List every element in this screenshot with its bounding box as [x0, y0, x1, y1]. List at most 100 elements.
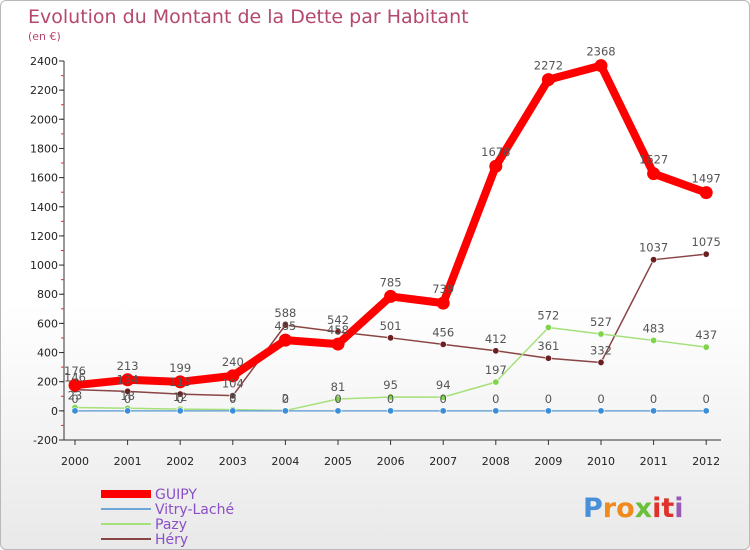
axes: -200020040060080010001200140016001800200… [30, 55, 721, 468]
data-label-hery: 542 [327, 313, 349, 327]
data-label-vitry-lache: 0 [71, 392, 78, 406]
data-point-guipy [489, 159, 503, 173]
data-point-hery [176, 390, 184, 398]
data-point-guipy [226, 369, 240, 383]
data-label-pazy: 483 [643, 321, 665, 335]
data-label-vitry-lache: 0 [177, 392, 184, 406]
x-tick-label: 2011 [640, 455, 668, 468]
data-point-hery [281, 321, 289, 329]
y-tick-label: 1400 [30, 201, 58, 214]
data-label-pazy: 527 [590, 315, 612, 329]
logo-letter: t [661, 493, 674, 524]
logo-letter: i [652, 493, 661, 524]
data-label-vitry-lache: 0 [282, 392, 289, 406]
data-label-guipy: 739 [432, 282, 454, 296]
data-point-guipy [121, 373, 135, 387]
data-point-vitry-lache [650, 407, 658, 415]
legend-label: Pazy [155, 517, 187, 533]
data-label-hery: 146 [64, 371, 86, 385]
data-label-hery: 456 [432, 325, 454, 339]
x-tick-label: 2009 [534, 455, 562, 468]
y-tick-label: 0 [51, 405, 58, 418]
data-label-hery: 332 [590, 343, 612, 357]
data-label-pazy: 81 [331, 380, 346, 394]
data-point-vitry-lache [124, 407, 132, 415]
x-tick-label: 2012 [692, 455, 720, 468]
data-label-guipy: 240 [222, 355, 244, 369]
data-label-vitry-lache: 0 [124, 392, 131, 406]
data-label-vitry-lache: 0 [703, 392, 710, 406]
data-point-pazy [650, 336, 658, 344]
data-point-guipy [68, 378, 82, 392]
data-point-guipy [594, 59, 608, 73]
y-tick-label: 400 [37, 347, 58, 360]
data-label-hery: 1037 [639, 241, 668, 255]
data-label-pazy: 94 [436, 378, 451, 392]
data-label-guipy: 2272 [534, 59, 563, 73]
data-point-guipy [699, 186, 713, 200]
proxiti-logo: Proxiti [583, 493, 684, 524]
data-point-hery [492, 347, 500, 355]
data-label-guipy: 213 [117, 359, 139, 373]
x-tick-label: 2000 [61, 455, 89, 468]
data-label-pazy: 2 [282, 392, 289, 406]
data-point-hery [387, 334, 395, 342]
data-label-guipy: 176 [64, 364, 86, 378]
data-point-vitry-lache [439, 407, 447, 415]
data-label-hery: 412 [485, 332, 507, 346]
data-label-pazy: 18 [120, 389, 135, 403]
y-tick-label: 2400 [30, 55, 58, 68]
data-point-hery [229, 392, 237, 400]
logo-letter: x [635, 493, 652, 524]
chart-title: Evolution du Montant de la Dette par Hab… [28, 6, 469, 28]
data-point-vitry-lache [334, 407, 342, 415]
data-label-vitry-lache: 0 [597, 392, 604, 406]
data-point-hery [439, 340, 447, 348]
legend-label: GUIPY [155, 487, 197, 503]
chart-subtitle: (en €) [28, 30, 61, 43]
data-point-guipy [541, 73, 555, 87]
data-point-vitry-lache [597, 407, 605, 415]
data-point-vitry-lache [281, 407, 289, 415]
data-point-pazy [439, 393, 447, 401]
data-point-pazy [492, 378, 500, 386]
x-tick-label: 2004 [271, 455, 299, 468]
data-label-vitry-lache: 0 [334, 392, 341, 406]
data-point-vitry-lache [702, 407, 710, 415]
data-label-hery: 501 [380, 319, 402, 333]
data-point-guipy [647, 167, 661, 181]
data-point-vitry-lache [544, 407, 552, 415]
data-point-pazy [544, 323, 552, 331]
series-layer [68, 59, 713, 415]
data-point-guipy [436, 296, 450, 310]
data-point-vitry-lache [176, 407, 184, 415]
data-point-guipy [331, 337, 345, 351]
data-point-hery [650, 256, 658, 264]
y-tick-label: 600 [37, 317, 58, 330]
data-labels: 146 134 115 104 588 542 501 456 412 361 332 1037 107… [64, 45, 721, 406]
data-label-pazy: 197 [485, 363, 507, 377]
data-point-hery [597, 358, 605, 366]
logo-letter: o [616, 493, 635, 524]
data-label-pazy: 8 [229, 391, 236, 405]
data-label-pazy: 95 [383, 378, 398, 392]
data-label-guipy: 458 [327, 323, 349, 337]
data-label-vitry-lache: 0 [545, 392, 552, 406]
data-label-pazy: 437 [695, 328, 717, 342]
data-point-pazy [334, 395, 342, 403]
data-label-guipy: 785 [380, 275, 402, 289]
data-label-guipy: 1497 [692, 172, 721, 186]
data-label-hery: 134 [117, 372, 139, 386]
logo-letter: r [603, 493, 617, 524]
data-point-pazy [702, 343, 710, 351]
data-point-pazy [597, 330, 605, 338]
x-tick-label: 2008 [482, 455, 510, 468]
logo-letter: P [583, 493, 603, 524]
data-label-guipy: 1678 [481, 145, 510, 159]
data-point-vitry-lache [71, 407, 79, 415]
x-tick-label: 2001 [114, 455, 142, 468]
data-label-pazy: 572 [537, 308, 559, 322]
